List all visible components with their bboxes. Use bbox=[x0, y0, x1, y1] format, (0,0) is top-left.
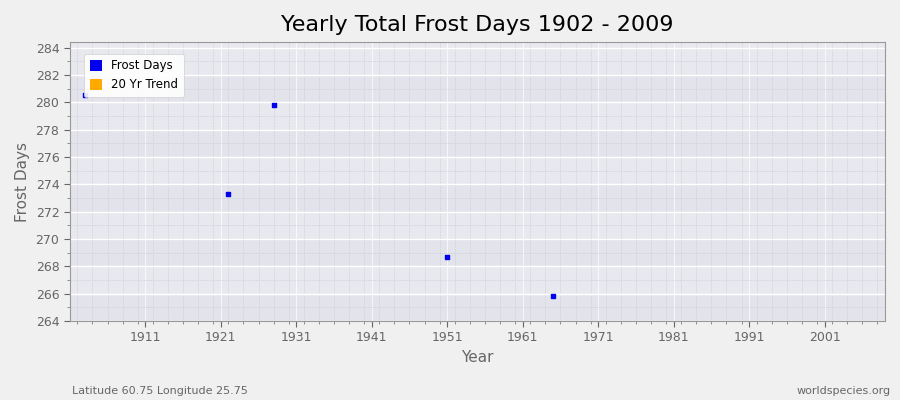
Point bbox=[221, 191, 236, 197]
Point bbox=[266, 102, 281, 108]
Text: Latitude 60.75 Longitude 25.75: Latitude 60.75 Longitude 25.75 bbox=[72, 386, 248, 396]
Bar bbox=[70, 184, 885, 212]
Title: Yearly Total Frost Days 1902 - 2009: Yearly Total Frost Days 1902 - 2009 bbox=[281, 15, 674, 35]
Text: worldspecies.org: worldspecies.org bbox=[796, 386, 891, 396]
Bar bbox=[70, 266, 885, 294]
Point bbox=[545, 293, 560, 300]
Point bbox=[440, 254, 454, 260]
Point bbox=[77, 92, 92, 99]
Y-axis label: Frost Days: Frost Days bbox=[15, 142, 30, 222]
Bar bbox=[70, 294, 885, 321]
Bar bbox=[70, 157, 885, 184]
Bar bbox=[70, 130, 885, 157]
Legend: Frost Days, 20 Yr Trend: Frost Days, 20 Yr Trend bbox=[84, 54, 184, 97]
Bar bbox=[70, 75, 885, 102]
Bar bbox=[70, 48, 885, 75]
Bar bbox=[70, 239, 885, 266]
Bar bbox=[70, 102, 885, 130]
Bar bbox=[70, 212, 885, 239]
X-axis label: Year: Year bbox=[461, 350, 494, 365]
